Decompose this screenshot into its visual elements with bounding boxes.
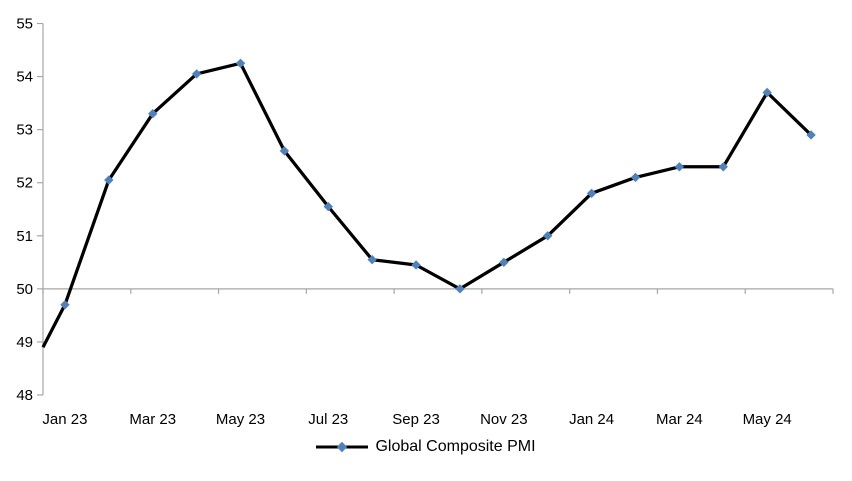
chart-canvas: 48 49 50 51 52 53 54 55 Jan 23 Mar 23 May 23 Jul 23… [16, 16, 834, 428]
data-point-marker [543, 231, 553, 241]
y-tick-label: 53 [16, 122, 33, 139]
data-point-marker [718, 162, 728, 172]
data-point-marker [235, 58, 246, 69]
legend-label: Global Composite PMI [375, 438, 536, 455]
y-tick-label: 50 [16, 281, 33, 298]
y-tick-label: 49 [16, 334, 33, 351]
x-tick-label: May 23 [216, 411, 265, 428]
data-point-marker [411, 260, 421, 270]
y-tick-label: 48 [16, 387, 33, 404]
series-line [41, 61, 813, 348]
data-point-marker [806, 130, 816, 140]
x-tick-label: Jan 24 [569, 411, 614, 428]
data-point-marker [279, 146, 290, 156]
legend: Global Composite PMI [0, 438, 852, 456]
x-tick-label: Mar 23 [129, 411, 176, 428]
data-point-marker [762, 87, 772, 98]
y-tick-label: 52 [16, 175, 33, 192]
diamond-marker-icon [337, 441, 348, 453]
y-tick-label: 55 [16, 16, 33, 33]
data-point-marker [60, 300, 70, 310]
x-tick-label: Nov 23 [480, 411, 528, 428]
data-point-marker [323, 201, 333, 212]
x-tick-label: Sep 23 [392, 411, 440, 428]
data-point-marker [148, 109, 158, 119]
y-tick-label: 51 [16, 228, 33, 245]
x-tick-label: Mar 24 [656, 411, 703, 428]
data-point-marker [455, 284, 465, 294]
data-point-marker [191, 69, 202, 79]
legend-key [316, 441, 369, 453]
data-point-marker [499, 257, 509, 268]
y-tick-label: 54 [16, 69, 33, 86]
data-point-marker [104, 175, 114, 185]
x-tick-label: Jan 23 [42, 411, 87, 428]
x-tick-label: Jul 23 [308, 411, 348, 428]
data-point-marker [674, 162, 685, 172]
data-point-marker [630, 172, 641, 183]
data-point-marker [367, 254, 377, 265]
x-tick-label: May 24 [743, 411, 792, 428]
data-point-marker [586, 188, 597, 199]
